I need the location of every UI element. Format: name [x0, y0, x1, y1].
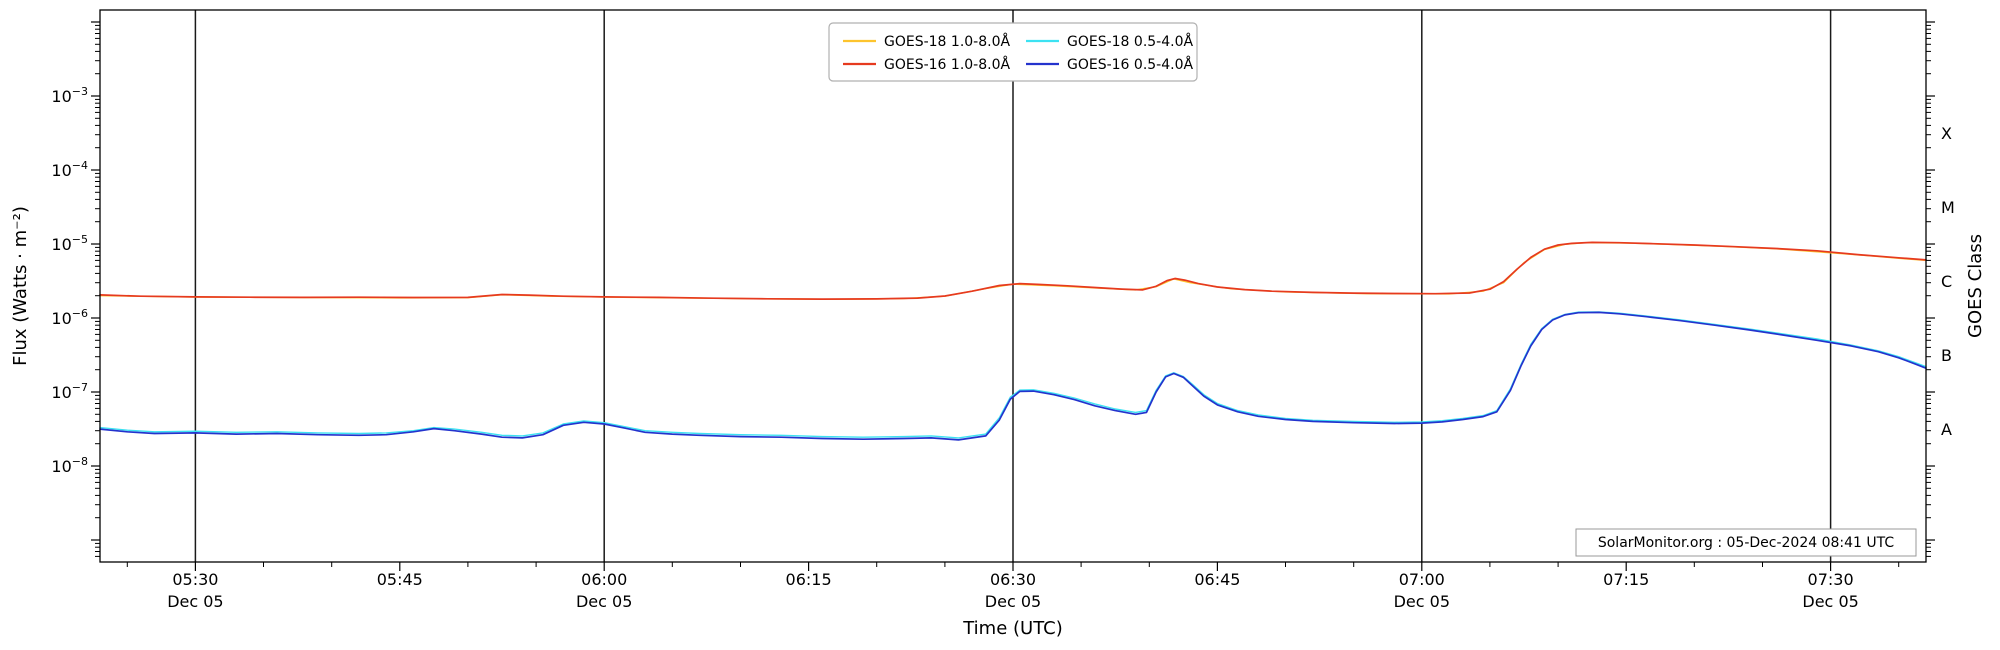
x-tick-label: 06:30 [990, 570, 1036, 589]
x-tick-label: 07:30 [1808, 570, 1854, 589]
legend-box [828, 22, 1198, 82]
x-tick-label: 06:15 [786, 570, 832, 589]
y-axis-title-left: Flux (Watts · m⁻²) [10, 206, 31, 366]
y-tick-label: 10−5 [51, 233, 88, 254]
x-date-label: Dec 05 [1394, 592, 1450, 611]
goes-class-letter-m: M [1941, 198, 1955, 217]
legend: GOES-18 1.0-8.0Å GOES-18 0.5-4.0Å GOES-1… [828, 22, 1198, 82]
y-tick-label: 10−7 [51, 381, 88, 402]
axis-ticks [91, 21, 1935, 571]
y-axis-title-right: GOES Class [1965, 234, 1986, 338]
day-boundary-gridlines [194, 10, 1832, 562]
goes-class-letter-c: C [1941, 272, 1952, 291]
legend-label-goes18-short: GOES-18 0.5-4.0Å [1067, 33, 1193, 50]
flux-series-lines [99, 241, 1927, 441]
y-tick-label: 10−3 [51, 85, 88, 106]
x-axis-title: Time (UTC) [962, 618, 1063, 639]
x-tick-label: 05:30 [172, 570, 218, 589]
x-tick-label: 06:45 [1194, 570, 1240, 589]
watermark-text: SolarMonitor.org : 05-Dec-2024 08:41 UTC [1598, 535, 1895, 551]
goes-class-letters: X M C B A [1941, 124, 1955, 439]
y-tick-label: 10−6 [51, 307, 88, 328]
goes-class-letter-a: A [1941, 420, 1952, 439]
x-date-label: Dec 05 [985, 592, 1041, 611]
y-tick-label: 10−4 [51, 159, 88, 180]
series-line-1 [99, 241, 1927, 300]
watermark: SolarMonitor.org : 05-Dec-2024 08:41 UTC [1575, 528, 1917, 557]
x-date-label: Dec 05 [167, 592, 223, 611]
goes-class-letter-x: X [1941, 124, 1952, 143]
watermark-box [1575, 528, 1917, 557]
x-date-label: Dec 05 [1802, 592, 1858, 611]
legend-label-goes16-long: GOES-16 1.0-8.0Å [884, 56, 1010, 73]
legend-label-goes18-long: GOES-18 1.0-8.0Å [884, 33, 1010, 50]
series-line-3 [99, 311, 1927, 441]
x-tick-label: 06:00 [581, 570, 627, 589]
y-tick-label: 10−8 [51, 455, 88, 476]
goes-class-letter-b: B [1941, 346, 1952, 365]
axis-tick-labels: 05:30 Dec 05 05:45 06:00 Dec 05 06:15 06:30 Dec… [51, 85, 1858, 611]
x-date-label: Dec 05 [576, 592, 632, 611]
x-tick-label: 07:15 [1603, 570, 1649, 589]
x-tick-label: 07:00 [1399, 570, 1445, 589]
legend-label-goes16-short: GOES-16 0.5-4.0Å [1067, 56, 1193, 73]
x-tick-label: 05:45 [377, 570, 423, 589]
